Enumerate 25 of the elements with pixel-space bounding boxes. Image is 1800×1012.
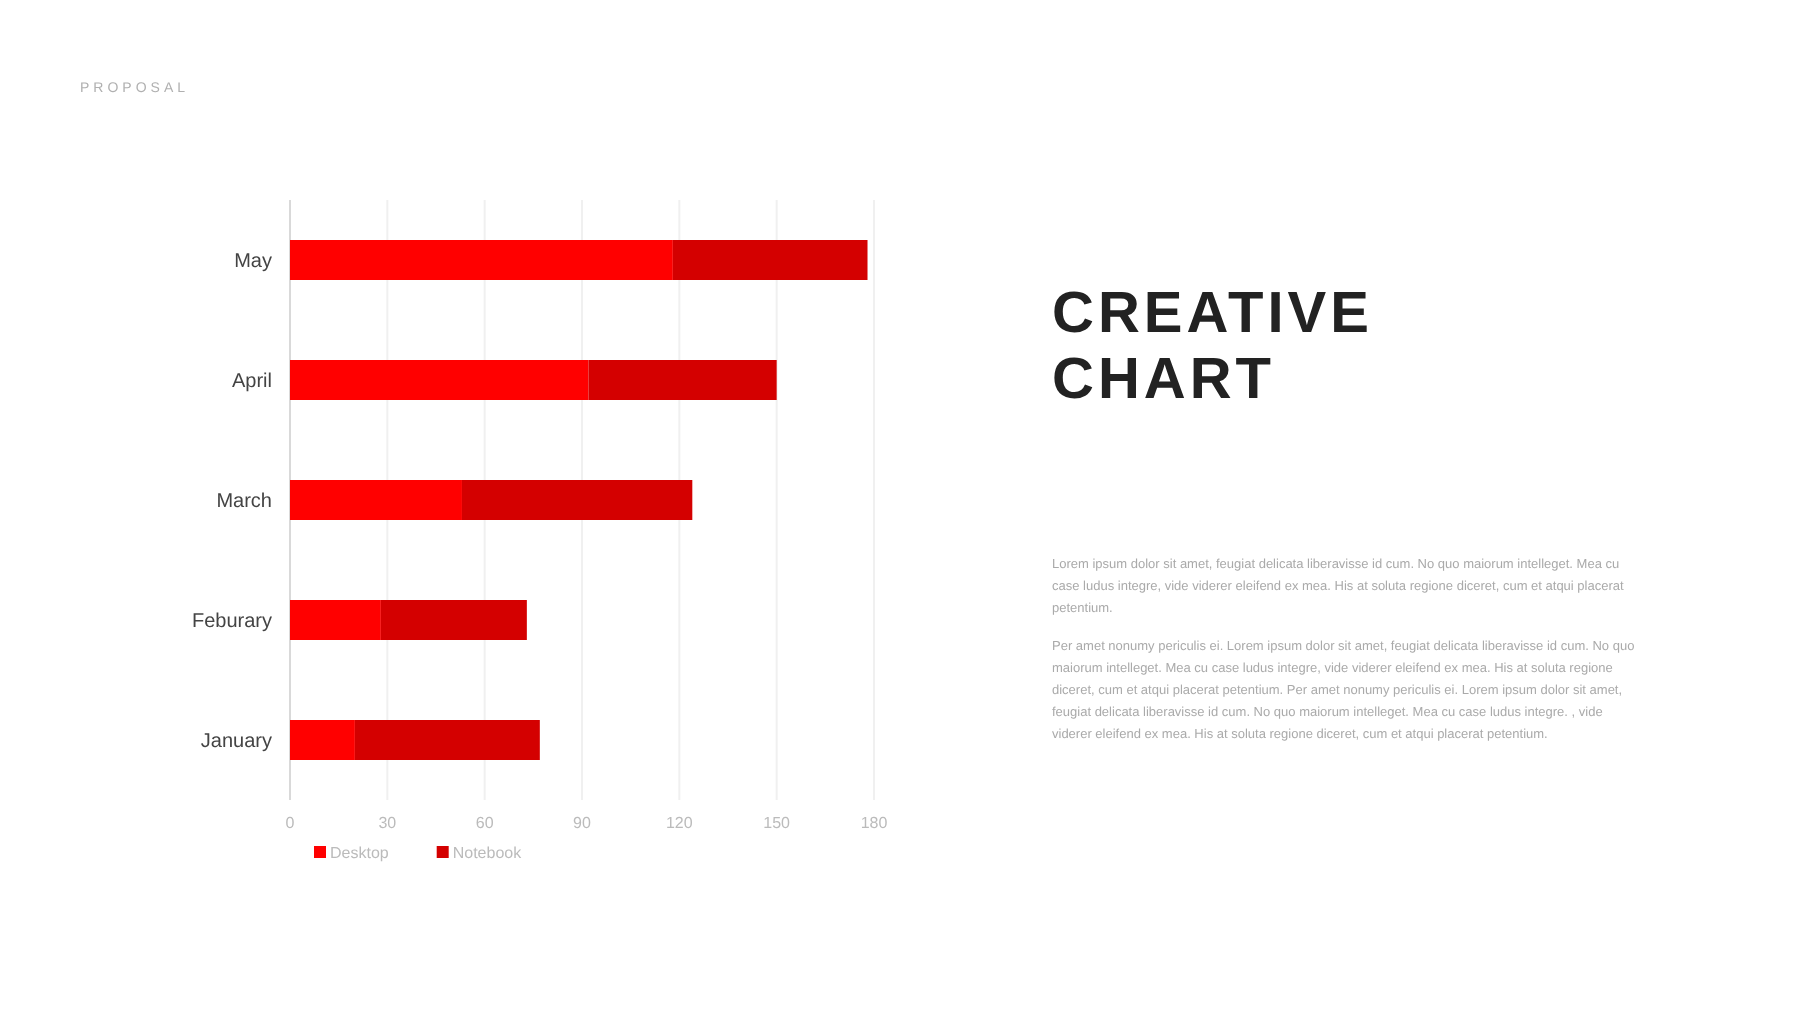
bar — [588, 360, 777, 400]
legend-label: Notebook — [452, 844, 524, 862]
legend-label: Desktop — [330, 844, 390, 862]
bar — [290, 600, 381, 640]
bar — [290, 240, 673, 280]
x-tick-label: 0 — [285, 814, 296, 832]
bar — [290, 480, 462, 520]
bar — [290, 720, 355, 760]
bar — [290, 360, 589, 400]
bar — [672, 240, 868, 280]
y-tick-label: March — [216, 491, 272, 513]
bar — [380, 600, 527, 640]
x-tick-label: 30 — [378, 814, 398, 832]
x-tick-label: 90 — [573, 814, 592, 832]
y-tick-label: April — [231, 371, 272, 393]
text: CREATIVE CHART — [1052, 282, 1373, 412]
y-tick-label: Feburary — [191, 611, 272, 633]
x-tick-label: 120 — [665, 814, 694, 832]
bar — [354, 720, 540, 760]
x-tick-label: 150 — [763, 814, 792, 832]
x-tick-label: 180 — [860, 814, 889, 832]
y-tick-label: January — [200, 731, 272, 753]
bar — [461, 480, 693, 520]
x-tick-label: 60 — [475, 814, 495, 832]
y-tick-label: May — [234, 251, 272, 273]
